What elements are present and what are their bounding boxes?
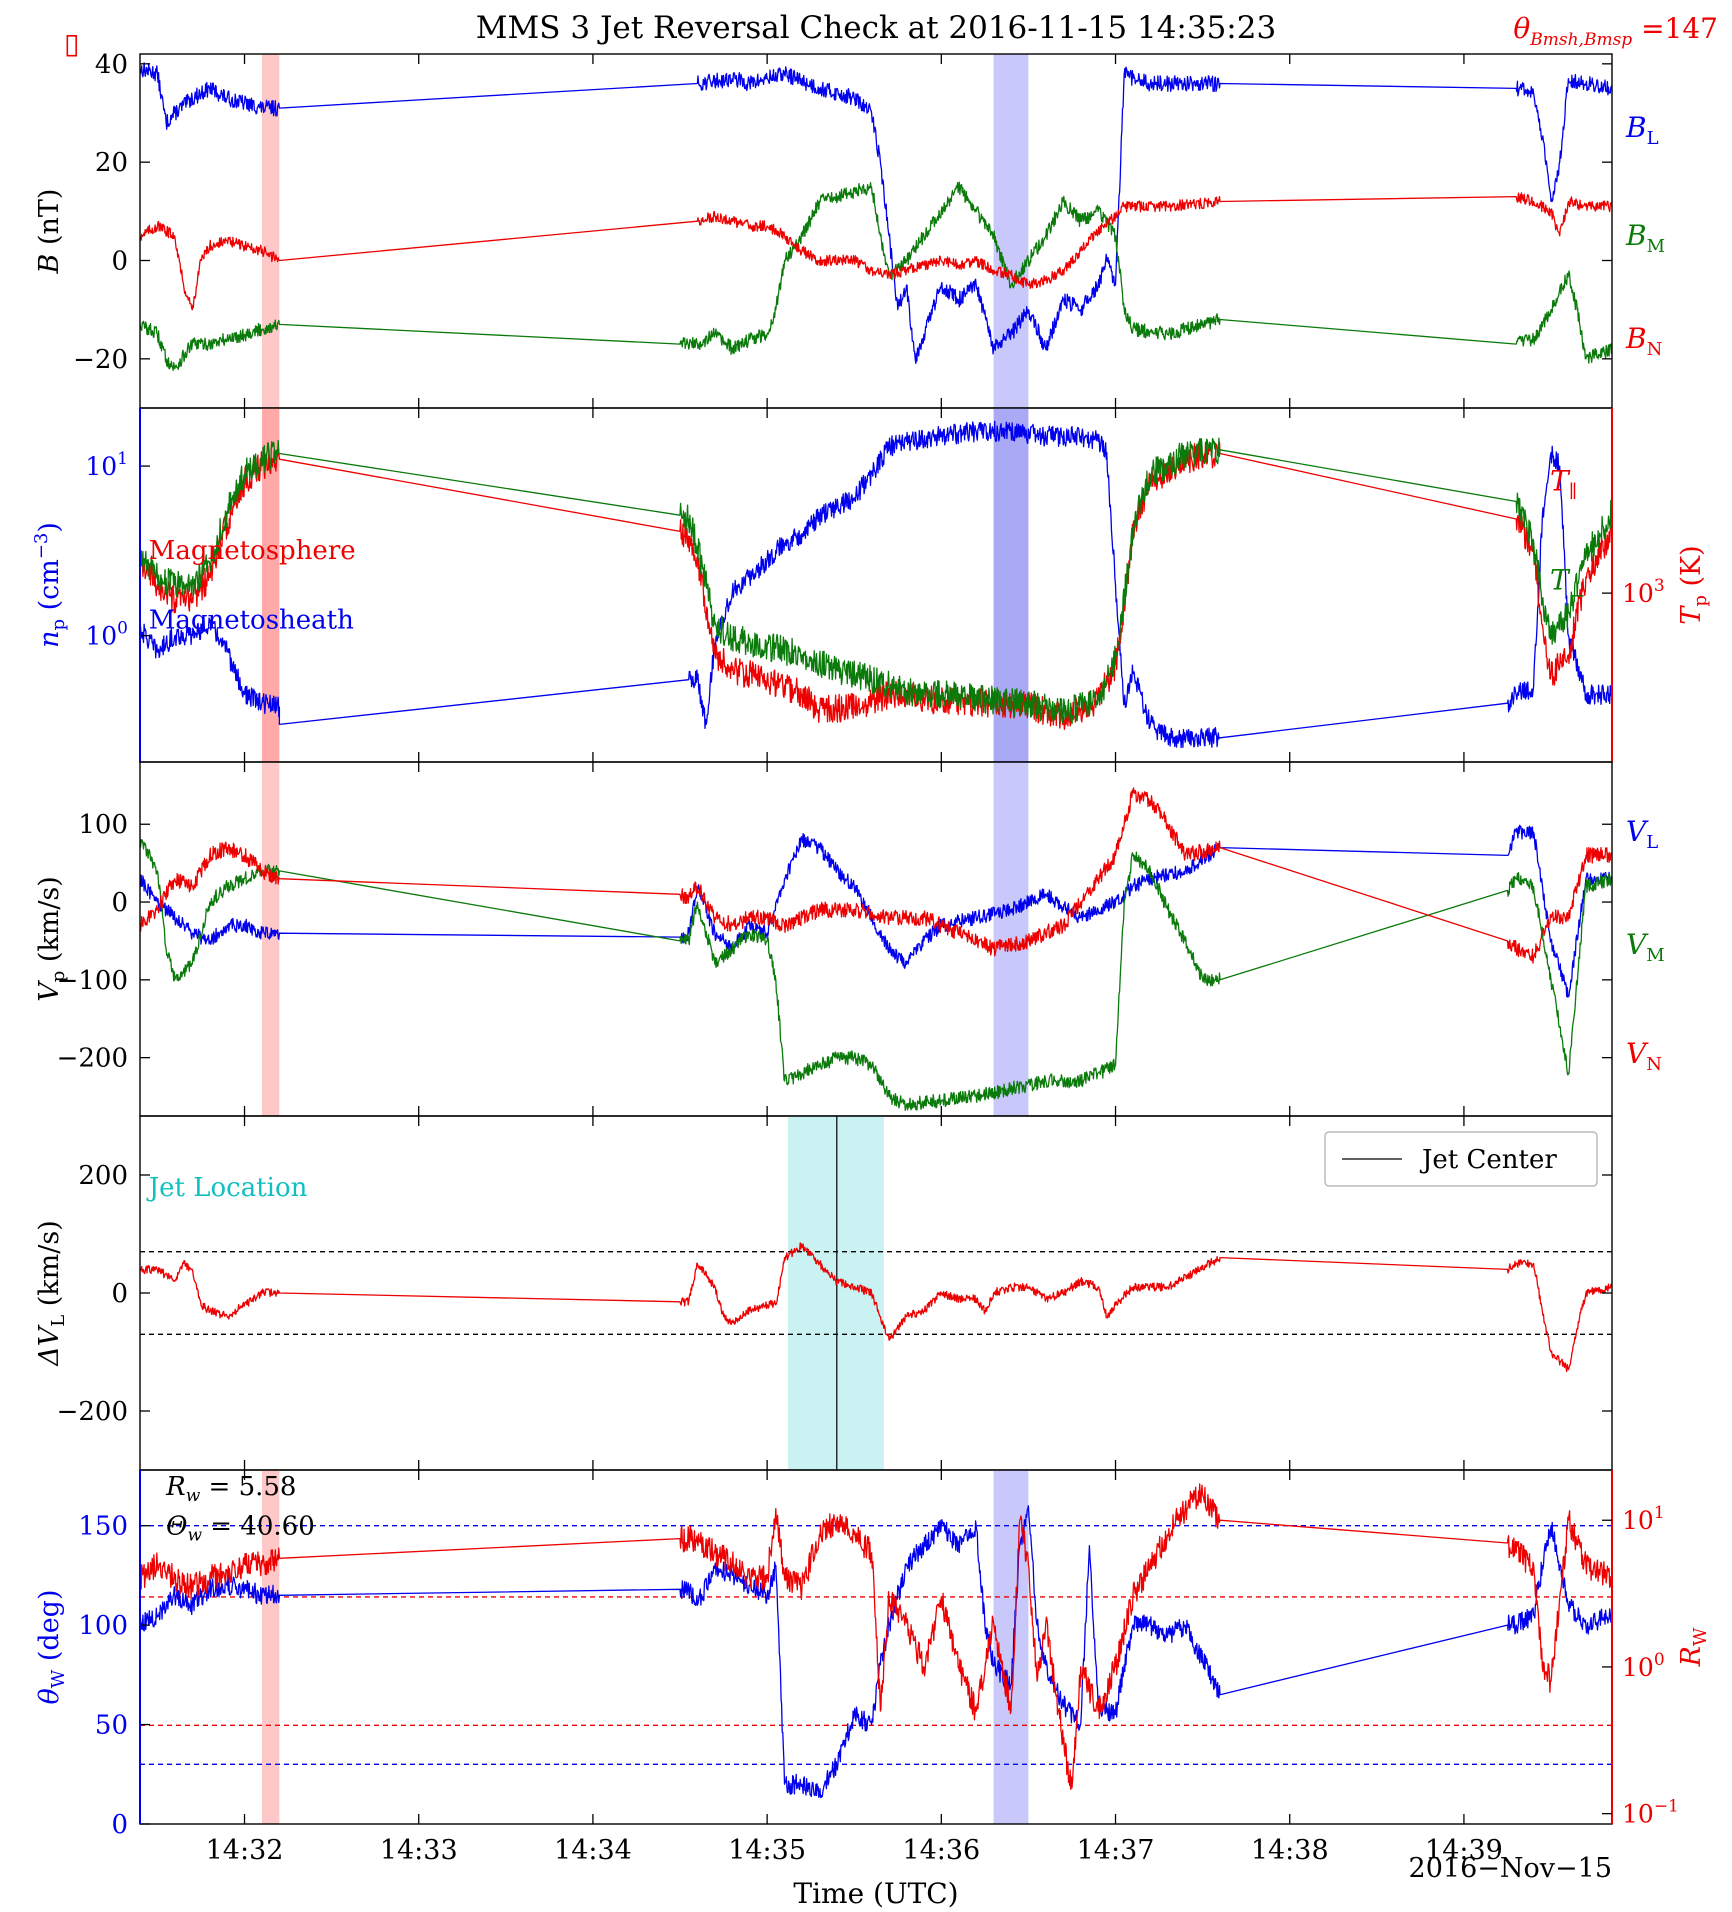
- series-dVL: [140, 1242, 1612, 1373]
- x-tick-label: 14:36: [902, 1835, 980, 1866]
- shaded-span-0-V: [261, 762, 280, 1116]
- series-VM: [140, 838, 1612, 1111]
- annotation-n-0: Magnetosphere: [149, 536, 356, 566]
- shaded-span-1-B: [993, 54, 1029, 408]
- series-label-n-1: T⊥: [1550, 564, 1586, 602]
- y-axis-label-theta: θW (deg): [34, 1590, 69, 1705]
- series-Tperp: [140, 437, 1612, 725]
- y-tick-label: 200: [78, 1161, 128, 1191]
- y2-tick-label: 103: [1622, 576, 1665, 608]
- panel-theta: 14:32 14:33 14:34 14:35 14:36 14:37 14:38 14:39…: [34, 1469, 1711, 1866]
- legend-box: Jet Center: [1324, 1131, 1598, 1187]
- y-tick-label: 100: [85, 619, 128, 651]
- annotation-theta-1: Θw = 40.60: [166, 1512, 315, 1546]
- y-tick-label: −200: [57, 1397, 128, 1427]
- x-tick-label: 14:38: [1251, 1835, 1329, 1866]
- series-label-V-0: VL: [1626, 815, 1658, 853]
- corner-angle-label: θBmsh,Bmsp =147: [1513, 12, 1718, 50]
- panel-n: 101 100 103 np (cm−3) Tp (K) T∥ T⊥ Magnetospher…: [31, 407, 1711, 763]
- series-VL: [140, 824, 1612, 998]
- y-tick-label: −20: [73, 345, 128, 375]
- y-axis-label-n: np (cm−3): [31, 522, 69, 648]
- y-tick-label: 101: [85, 449, 128, 481]
- series-label-V-2: VN: [1626, 1037, 1662, 1075]
- y-tick-label: 100: [78, 1611, 128, 1641]
- y2-axis-label-theta: RW: [1676, 1627, 1711, 1667]
- y-tick-label: 150: [78, 1512, 128, 1542]
- legend-frame: [1324, 1131, 1598, 1187]
- series-np: [140, 420, 1612, 749]
- shaded-span-0-n: [261, 408, 280, 762]
- panel-dVL: 200 0 −200 ΔVL (km/s) Jet Location Jet Center: [34, 1115, 1613, 1471]
- y-tick-label: 20: [95, 148, 128, 178]
- series-label-B-2: BN: [1625, 322, 1662, 360]
- chart-title: MMS 3 Jet Reversal Check at 2016-11-15 1…: [476, 10, 1276, 46]
- panel-V: 100 0 −100 −200 Vp (km/s) VL VM VN: [34, 761, 1665, 1117]
- series-label-B-1: BM: [1625, 219, 1665, 257]
- y-axis-label-dVL: ΔVL (km/s): [34, 1220, 69, 1367]
- series-label-B-0: BL: [1625, 111, 1659, 149]
- series-Tpar: [140, 441, 1612, 730]
- shaded-span-2-dVL: [788, 1116, 884, 1470]
- annotation-n-1: Magnetosheath: [149, 605, 354, 635]
- x-tick-label: 14:34: [554, 1835, 632, 1866]
- x-axis-label: Time (UTC): [793, 1877, 958, 1910]
- x-tick-label: 14:37: [1077, 1835, 1155, 1866]
- x-tick-label: 14:35: [728, 1835, 806, 1866]
- series-label-V-1: VM: [1626, 928, 1665, 966]
- y2-tick-label: 10−1: [1622, 1797, 1679, 1829]
- y-tick-label: −200: [57, 1044, 128, 1074]
- y2-axis-label-n: Tp (K): [1676, 545, 1711, 624]
- series-label-n-0: T∥: [1550, 465, 1577, 503]
- y2-tick-label: 100: [1622, 1650, 1665, 1682]
- y-tick-label: 0: [111, 1279, 128, 1309]
- legend-label: Jet Center: [1419, 1145, 1557, 1175]
- y2-tick-label: 101: [1622, 1503, 1665, 1535]
- date-label: 2016−Nov−15: [1409, 1853, 1612, 1884]
- x-tick-label: 14:33: [380, 1835, 458, 1866]
- x-tick-label: 14:32: [206, 1835, 284, 1866]
- series-BN: [140, 192, 1612, 311]
- series-thetaW: [140, 1505, 1612, 1799]
- y-tick-label: 0: [111, 888, 128, 918]
- y-tick-label: 40: [95, 50, 128, 80]
- panel-B: 40 20 0 −20 B (nT) BL BM BN: [34, 50, 1665, 409]
- series-VN: [140, 787, 1612, 964]
- annotation-theta-0: Rw = 5.58: [165, 1472, 296, 1506]
- series-RW: [140, 1483, 1612, 1790]
- y-tick-label: −100: [57, 966, 128, 996]
- y-tick-label: 0: [111, 1810, 128, 1840]
- x-tick-label: 14:39: [1425, 1835, 1503, 1866]
- y-tick-label: 0: [111, 247, 128, 277]
- y-axis-label-B: B (nT): [34, 189, 65, 275]
- series-BM: [140, 181, 1612, 371]
- y-tick-label: 50: [95, 1711, 128, 1741]
- y-axis-label-V: Vp (km/s): [34, 876, 69, 1002]
- y-tick-label: 100: [78, 810, 128, 840]
- annotation-dVL-0: Jet Location: [146, 1173, 308, 1203]
- corner-glyph-left: ▯: [64, 27, 79, 60]
- shaded-span-0-B: [261, 54, 280, 408]
- series-BL: [140, 62, 1612, 364]
